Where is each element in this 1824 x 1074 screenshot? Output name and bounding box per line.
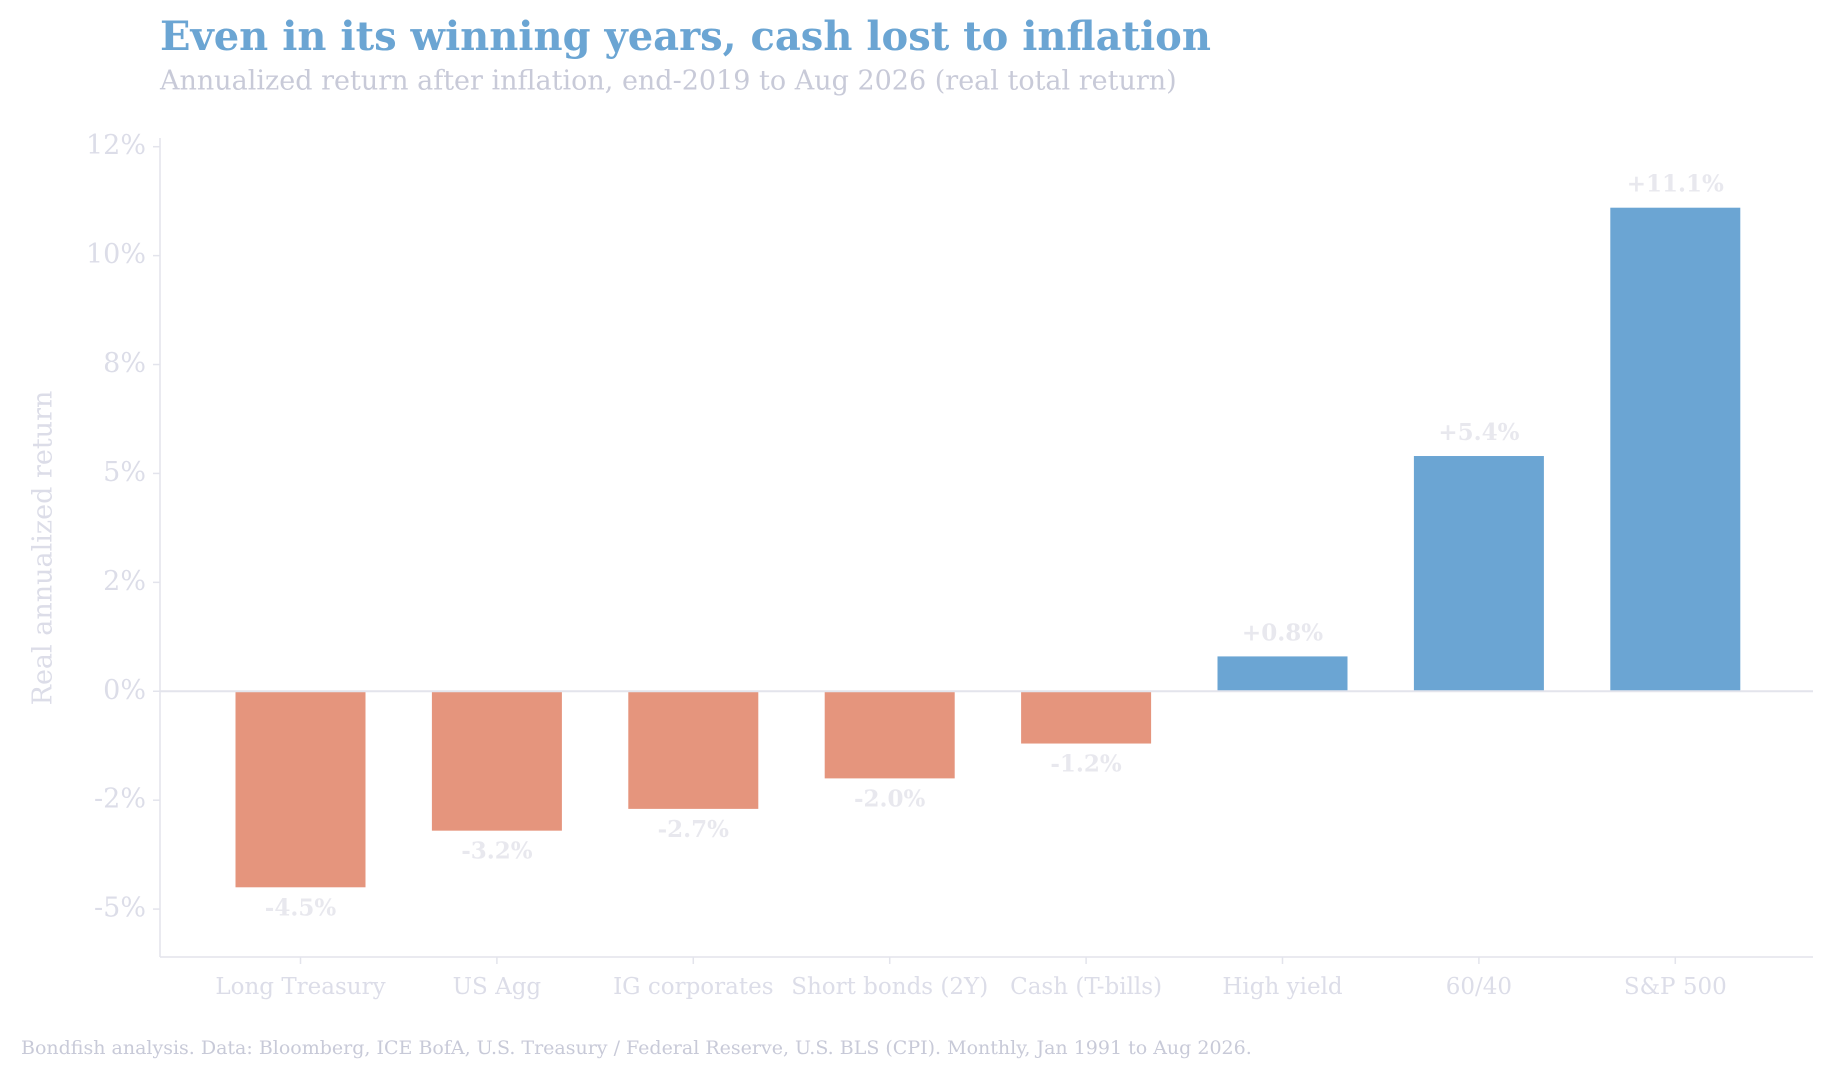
y-tick-label: -5%	[94, 893, 146, 924]
y-tick-label: 5%	[103, 457, 146, 488]
x-tick-label: IG corporates	[613, 974, 773, 1000]
bar	[824, 691, 955, 779]
bar	[1021, 691, 1152, 744]
y-tick-label: 12%	[86, 130, 146, 161]
data-label: -4.5%	[265, 894, 337, 921]
bar	[1217, 656, 1348, 692]
data-label: -1.2%	[1050, 751, 1122, 778]
chart-subtitle: Annualized return after inflation, end-2…	[159, 66, 1177, 97]
y-tick-label: 0%	[103, 675, 146, 706]
y-tick-label: 2%	[103, 566, 146, 597]
x-tick-label: Long Treasury	[215, 974, 385, 1000]
x-tick-label: Cash (T-bills)	[1010, 974, 1162, 1000]
chart-title: Even in its winning years, cash lost to …	[160, 13, 1211, 60]
bar	[1610, 207, 1741, 692]
x-tick-label: S&P 500	[1624, 974, 1727, 1000]
bar	[628, 691, 759, 809]
bar	[1413, 456, 1544, 692]
data-label: -2.0%	[854, 785, 926, 812]
data-label: -2.7%	[658, 816, 730, 843]
y-axis-label: Real annualized return	[28, 391, 59, 706]
data-label: +11.1%	[1627, 171, 1724, 198]
bar	[431, 691, 562, 831]
x-tick-label: Short bonds (2Y)	[791, 974, 988, 1000]
y-tick-label: 10%	[86, 239, 146, 270]
data-label: +0.8%	[1242, 619, 1323, 646]
data-label: -3.2%	[461, 838, 533, 865]
x-tick-label: 60/40	[1446, 974, 1512, 1000]
data-label: +5.4%	[1438, 419, 1519, 446]
x-tick-label: High yield	[1222, 974, 1343, 1000]
footer: Bondfish analysis. Data: Bloomberg, ICE …	[21, 1037, 1252, 1059]
x-tick-label: US Agg	[453, 974, 542, 1000]
y-tick-label: 8%	[103, 348, 146, 379]
bar	[235, 691, 366, 888]
y-tick-label: -2%	[94, 784, 146, 815]
